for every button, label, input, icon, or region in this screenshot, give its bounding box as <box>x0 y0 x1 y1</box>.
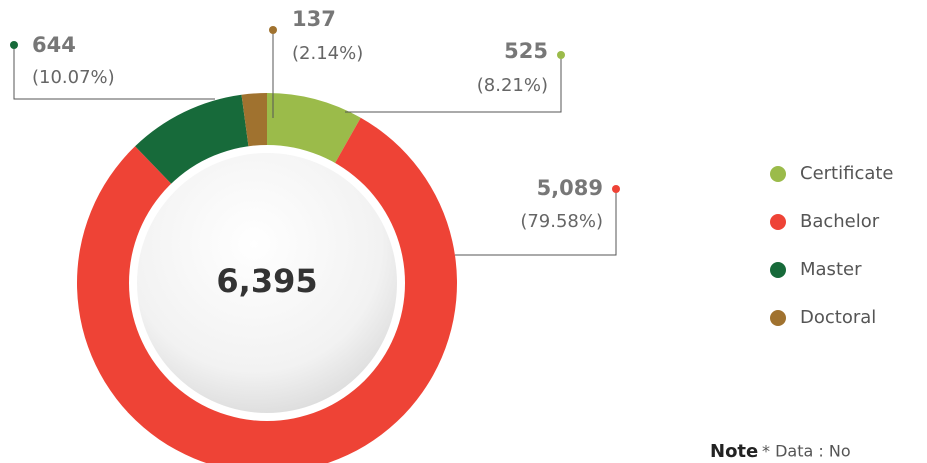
legend-swatch <box>770 166 786 182</box>
percent-label: (2.14%) <box>292 43 363 64</box>
leader-dot <box>612 185 620 193</box>
percent-label: (8.21%) <box>477 75 548 96</box>
total-label: 6,395 <box>216 262 317 300</box>
leader-line <box>345 55 562 113</box>
leader-line <box>13 45 215 100</box>
percent-label: (79.58%) <box>520 211 603 232</box>
note-text: * Data : No <box>762 442 851 461</box>
leader-dot <box>269 26 277 34</box>
donut <box>77 93 457 463</box>
legend-label: Doctoral <box>800 307 876 328</box>
leader-line <box>455 189 617 256</box>
note-title: Note <box>710 441 758 462</box>
legend-label: Master <box>800 259 862 280</box>
leader-dot <box>557 51 565 59</box>
legend-swatch <box>770 310 786 326</box>
slice <box>241 93 267 149</box>
leader-dot <box>10 41 18 49</box>
legend-label: Bachelor <box>800 211 880 232</box>
slice <box>267 93 361 165</box>
center-disk <box>137 153 397 413</box>
legend-label: Certificate <box>800 163 894 184</box>
value-label: 137 <box>292 7 336 31</box>
percent-label: (10.07%) <box>32 67 115 88</box>
value-label: 644 <box>32 33 76 57</box>
value-label: 5,089 <box>537 176 603 200</box>
legend-swatch <box>770 262 786 278</box>
slice <box>135 94 249 186</box>
legend-swatch <box>770 214 786 230</box>
value-label: 525 <box>504 39 548 63</box>
